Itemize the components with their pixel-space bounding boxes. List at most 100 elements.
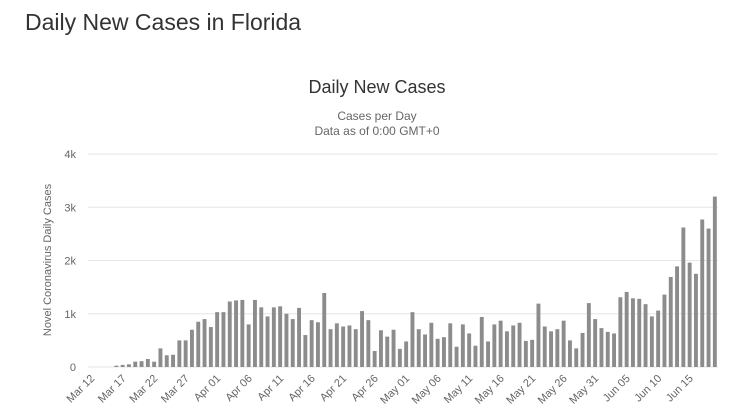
bar-mar-19 [133,361,138,367]
y-tick-label: 2k [64,256,76,268]
bar-apr-02 [221,312,226,367]
x-tick-label: Apr 11 [255,373,286,404]
bar-mar-24 [164,355,169,367]
x-tick-label: Apr 01 [192,373,223,404]
bar-apr-23 [353,329,358,367]
bar-apr-26 [372,351,377,367]
x-tick-label: Apr 06 [223,373,254,404]
x-tick-label: Mar 22 [128,373,161,406]
gridlines [88,153,718,368]
bar-jun-19 [712,196,717,367]
x-tick-label: Apr 16 [286,373,317,404]
bar-jun-06 [630,298,635,367]
y-tick-label: 0 [70,362,76,374]
bar-may-21 [530,339,535,367]
bar-apr-07 [252,299,257,367]
x-tick-label: Mar 12 [65,373,98,406]
bar-jun-17 [700,219,705,367]
bar-mar-20 [139,361,144,367]
bar-may-07 [441,337,446,367]
bar-jun-08 [643,304,648,367]
bar-mar-17 [120,364,125,367]
bar-mar-18 [126,364,131,367]
bar-apr-22 [347,325,352,367]
x-tick-label: May 16 [473,373,507,407]
bar-may-15 [492,324,497,367]
bar-may-14 [486,341,491,367]
bar-jun-05 [624,291,629,367]
bar-jun-02 [605,331,610,367]
bar-may-09 [454,346,459,367]
bar-apr-27 [378,330,383,367]
bar-mar-22 [152,361,157,367]
bar-may-27 [567,340,572,367]
y-axis-title: Novel Coronavirus Daily Cases [42,183,54,336]
bar-mar-31 [208,327,213,367]
bar-apr-19 [328,329,333,367]
bar-mar-25 [171,354,176,367]
bar-apr-05 [240,299,245,367]
x-tick-label: Apr 21 [318,373,349,404]
bar-may-31 [593,319,598,367]
bar-apr-14 [297,307,302,367]
bar-may-10 [460,324,465,367]
x-tick-label: May 31 [567,373,601,407]
bar-may-30 [586,303,591,367]
page-title: Daily New Cases in Florida [25,9,302,35]
bar-jun-09 [649,316,654,367]
bar-may-17 [504,331,509,367]
bar-apr-08 [259,307,264,367]
bar-apr-25 [366,320,371,367]
bar-apr-03 [227,301,232,367]
bar-mar-16 [114,365,119,367]
bar-apr-12 [284,313,289,367]
bar-may-20 [523,340,528,367]
bar-jun-14 [681,227,686,367]
bar-mar-21 [145,359,150,367]
x-tick-label: Apr 26 [349,373,380,404]
bar-apr-21 [341,326,346,367]
x-tick-label: Mar 27 [159,373,192,406]
bar-mar-23 [158,348,163,367]
x-tick-label: Jun 05 [601,373,633,405]
y-axis: 0 1k 2k 3k 4k [64,149,76,374]
x-tick-label: May 26 [536,373,570,407]
bar-may-08 [448,323,453,367]
chart-subtitle-line: Data as of 0:00 GMT+0 [314,124,439,138]
bar-apr-24 [360,311,365,367]
y-tick-label: 3k [64,202,76,214]
bar-may-22 [536,303,541,367]
bar-jun-11 [662,294,667,367]
bar-apr-30 [397,348,402,367]
bar-mar-27 [183,340,188,367]
bar-may-11 [467,333,472,367]
bar-apr-16 [309,320,314,367]
bar-may-05 [429,322,434,367]
bar-may-29 [580,332,585,367]
bar-apr-10 [271,307,276,367]
x-tick-label: Jun 15 [664,373,696,405]
bar-mar-29 [196,321,201,367]
bar-mar-28 [189,329,194,367]
bar-may-04 [423,334,428,367]
bar-jun-16 [693,273,698,367]
bar-may-25 [555,329,560,367]
bar-jun-13 [675,266,680,367]
x-tick-label: Jun 10 [632,373,664,405]
bar-may-26 [561,320,566,367]
bar-jun-12 [668,277,673,367]
bar-may-24 [549,331,554,367]
bar-may-28 [574,348,579,367]
bar-jun-04 [618,297,623,367]
x-tick-label: May 06 [410,373,444,407]
bar-jun-10 [656,310,661,367]
x-tick-label: May 01 [378,373,412,407]
bar-may-19 [517,322,522,367]
bar-apr-11 [278,306,283,367]
bar-apr-29 [391,329,396,367]
bar-may-16 [498,320,503,367]
bar-may-02 [410,312,415,367]
bars [114,196,717,367]
